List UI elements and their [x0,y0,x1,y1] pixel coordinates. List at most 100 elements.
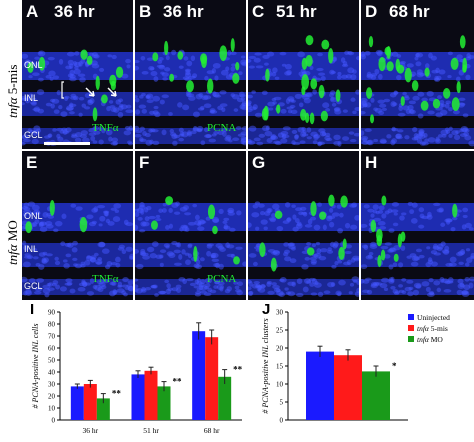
green-labelled-cell [376,228,383,242]
nucleus [266,208,272,214]
nucleus [93,125,99,131]
nucleus [108,136,113,142]
green-labelled-cell [301,86,306,96]
nucleus [337,260,343,264]
nucleus [22,261,31,268]
scale-bar [44,142,90,145]
nucleus [378,205,385,211]
nucleus [69,288,76,294]
nucleus [22,134,29,140]
nucleus [137,216,143,221]
nucleus [168,208,173,214]
nucleus [252,204,259,209]
nucleus [210,254,216,259]
nucleus [274,76,280,80]
nucleus [84,260,91,266]
nucleus [296,278,303,285]
nucleus [230,51,237,56]
nucleus [139,95,144,99]
nucleus [159,99,165,105]
green-labelled-cell [95,75,100,91]
nucleus [147,246,155,253]
nucleus [270,135,276,140]
nucleus [156,64,165,68]
nucleus [325,132,331,137]
nucleus [135,288,143,294]
nucleus [97,126,103,131]
nucleus [77,73,86,77]
layer-bracket [61,81,64,99]
nucleus [157,59,163,64]
nucleus [413,282,422,289]
nucleus [153,76,159,82]
nucleus [410,218,418,224]
nucleus [197,226,205,231]
green-labelled-cell [432,98,441,109]
nucleus [388,277,394,283]
y-tick-label: 0 [52,417,56,425]
nucleus [377,99,385,104]
nucleus [181,249,186,255]
legend-label: Uninjected [417,313,450,322]
nucleus [400,212,407,216]
nucleus [280,138,288,144]
nucleus [195,264,203,270]
nucleus [440,241,446,247]
nucleus [194,214,200,221]
nucleus [350,74,357,80]
nucleus [237,133,246,137]
nucleus [254,52,262,56]
micrograph-image-G [248,194,359,298]
nucleus [329,69,335,75]
nucleus [73,68,81,75]
nucleus [162,77,169,81]
panel-time-label: 51 hr [276,2,317,21]
green-labelled-cell [38,56,46,71]
nucleus [140,55,146,61]
nucleus [31,204,40,211]
panel-time-label: 36 hr [54,2,95,21]
bar [83,384,97,420]
nucleus [322,224,327,231]
nucleus [220,69,229,76]
green-labelled-cell [186,80,194,93]
nucleus [61,213,67,220]
nucleus [464,262,470,267]
bar [131,374,145,420]
nucleus [241,105,246,111]
nucleus [236,210,242,216]
nucleus [322,102,330,109]
nucleus [32,130,39,136]
nucleus [219,90,227,95]
nucleus [279,277,287,283]
green-labelled-cell [150,220,158,230]
nucleus [398,105,404,111]
nucleus [81,103,87,108]
nucleus [135,125,140,132]
nucleus [248,94,253,99]
nucleus [283,242,290,247]
nucleus [64,96,69,101]
nucleus [203,127,209,133]
nucleus [294,93,303,99]
nucleus [406,255,412,259]
nucleus [126,64,131,69]
nucleus [161,129,167,136]
nucleus [407,291,414,297]
nucleus [411,202,418,208]
nucleus [355,89,359,95]
nucleus [266,138,273,143]
nucleus [426,246,431,250]
nucleus [268,217,277,221]
row-label-5mis-suffix: 5-mis [5,64,20,98]
nucleus [383,287,389,292]
nucleus [400,245,406,252]
nucleus [373,217,382,222]
nucleus [86,214,94,220]
nucleus [379,225,387,230]
nucleus [217,130,224,136]
nucleus [54,260,61,266]
nucleus [152,140,160,146]
nucleus [190,55,196,62]
legend-label: tnfα MO [417,335,443,344]
